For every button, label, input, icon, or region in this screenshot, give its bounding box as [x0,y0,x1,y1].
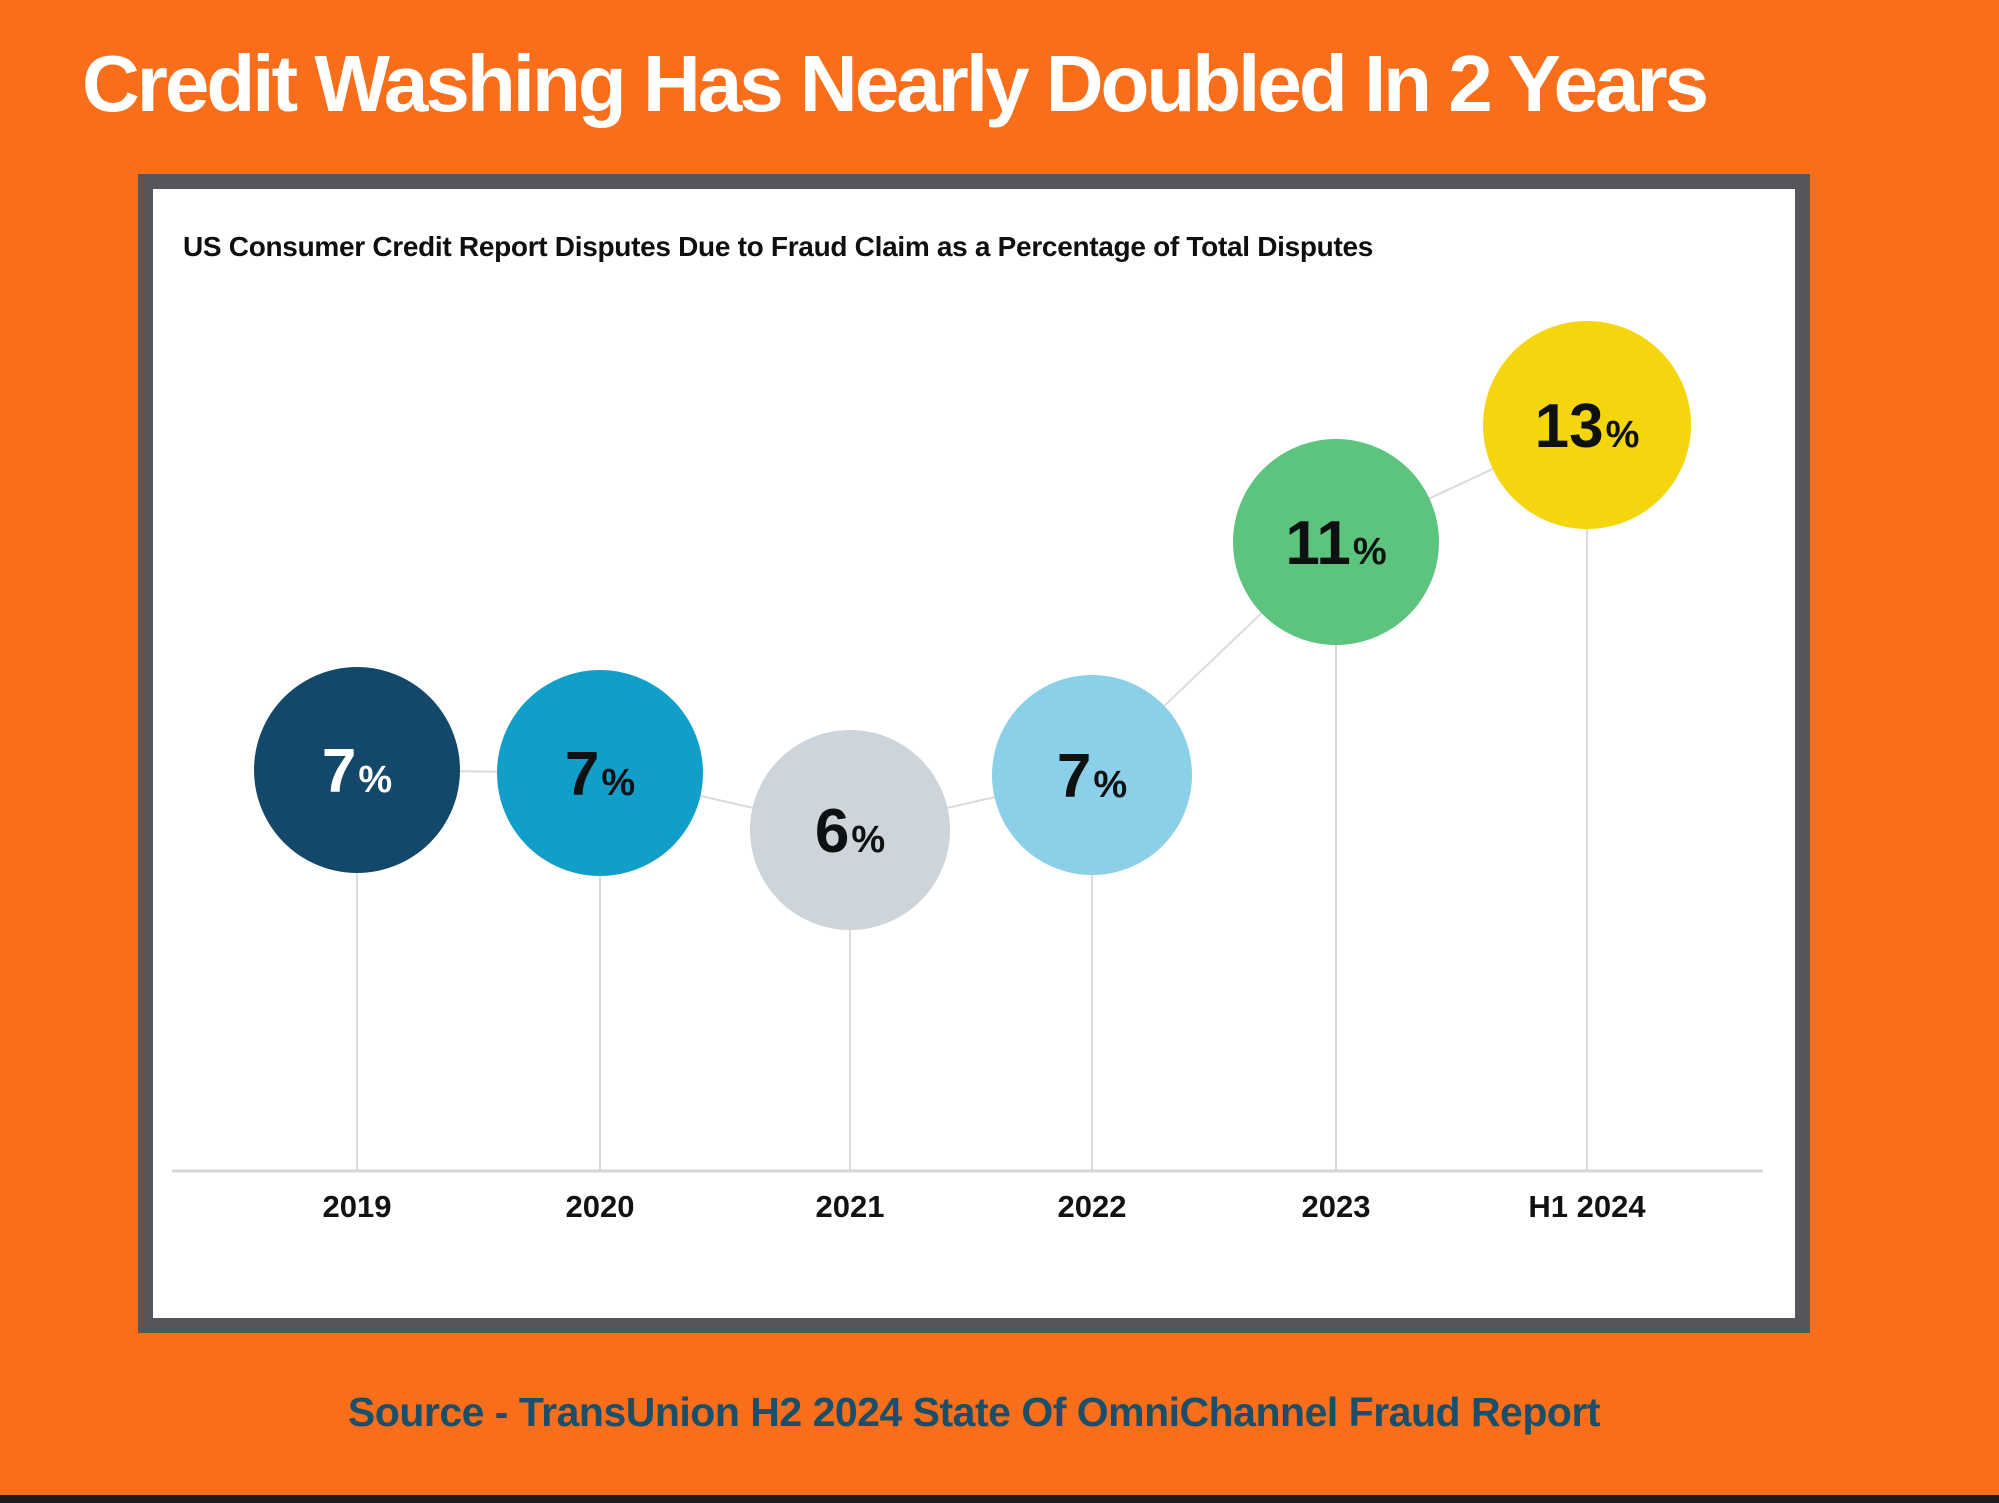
data-point-circle-2019 [254,667,460,873]
data-point-circle-2021 [750,730,950,930]
chart-panel: US Consumer Credit Report Disputes Due t… [138,174,1810,1333]
percent-sign: % [851,819,885,861]
x-axis-label-h1-2024: H1 2024 [1528,1189,1646,1224]
chart-canvas: 7% 7% 6% 7% 11% 13% 2019 2020 2021 2022 … [172,321,1763,1224]
value-text: 7 [1057,742,1091,811]
data-point-circle-2023 [1233,439,1439,645]
percent-sign: % [1606,414,1640,456]
value-text: 7 [565,740,599,809]
data-point-circle-h1-2024 [1483,321,1691,529]
percent-sign: % [358,759,392,801]
value-text: 11 [1285,509,1351,578]
source-caption: Source - TransUnion H2 2024 State Of Omn… [347,1389,1601,1435]
data-point-circle-2022 [992,675,1192,875]
data-point-label-2022: 7% [1057,742,1127,811]
data-point-label-h1-2024: 13% [1535,392,1640,461]
data-point-label-2020: 7% [565,740,635,809]
percent-sign: % [1093,764,1127,806]
data-point-label-2023: 11% [1285,509,1386,578]
x-axis-label-2023: 2023 [1302,1189,1371,1224]
percent-sign: % [1353,531,1387,573]
value-text: 13 [1535,392,1604,461]
data-point-label-2019: 7% [322,737,392,806]
data-point-label-2021: 6% [815,797,885,866]
data-point-circle-2020 [497,670,703,876]
value-text: 7 [322,737,356,806]
bottom-bar [0,1495,1999,1503]
chart-title: US Consumer Credit Report Disputes Due t… [183,231,1374,262]
x-axis-label-2020: 2020 [566,1189,635,1224]
percent-sign: % [601,762,635,804]
x-axis-label-2021: 2021 [816,1189,885,1224]
page-title: Credit Washing Has Nearly Doubled In 2 Y… [82,39,1709,128]
x-axis-label-2019: 2019 [323,1189,392,1224]
x-axis-label-2022: 2022 [1058,1189,1127,1224]
value-text: 6 [815,797,849,866]
